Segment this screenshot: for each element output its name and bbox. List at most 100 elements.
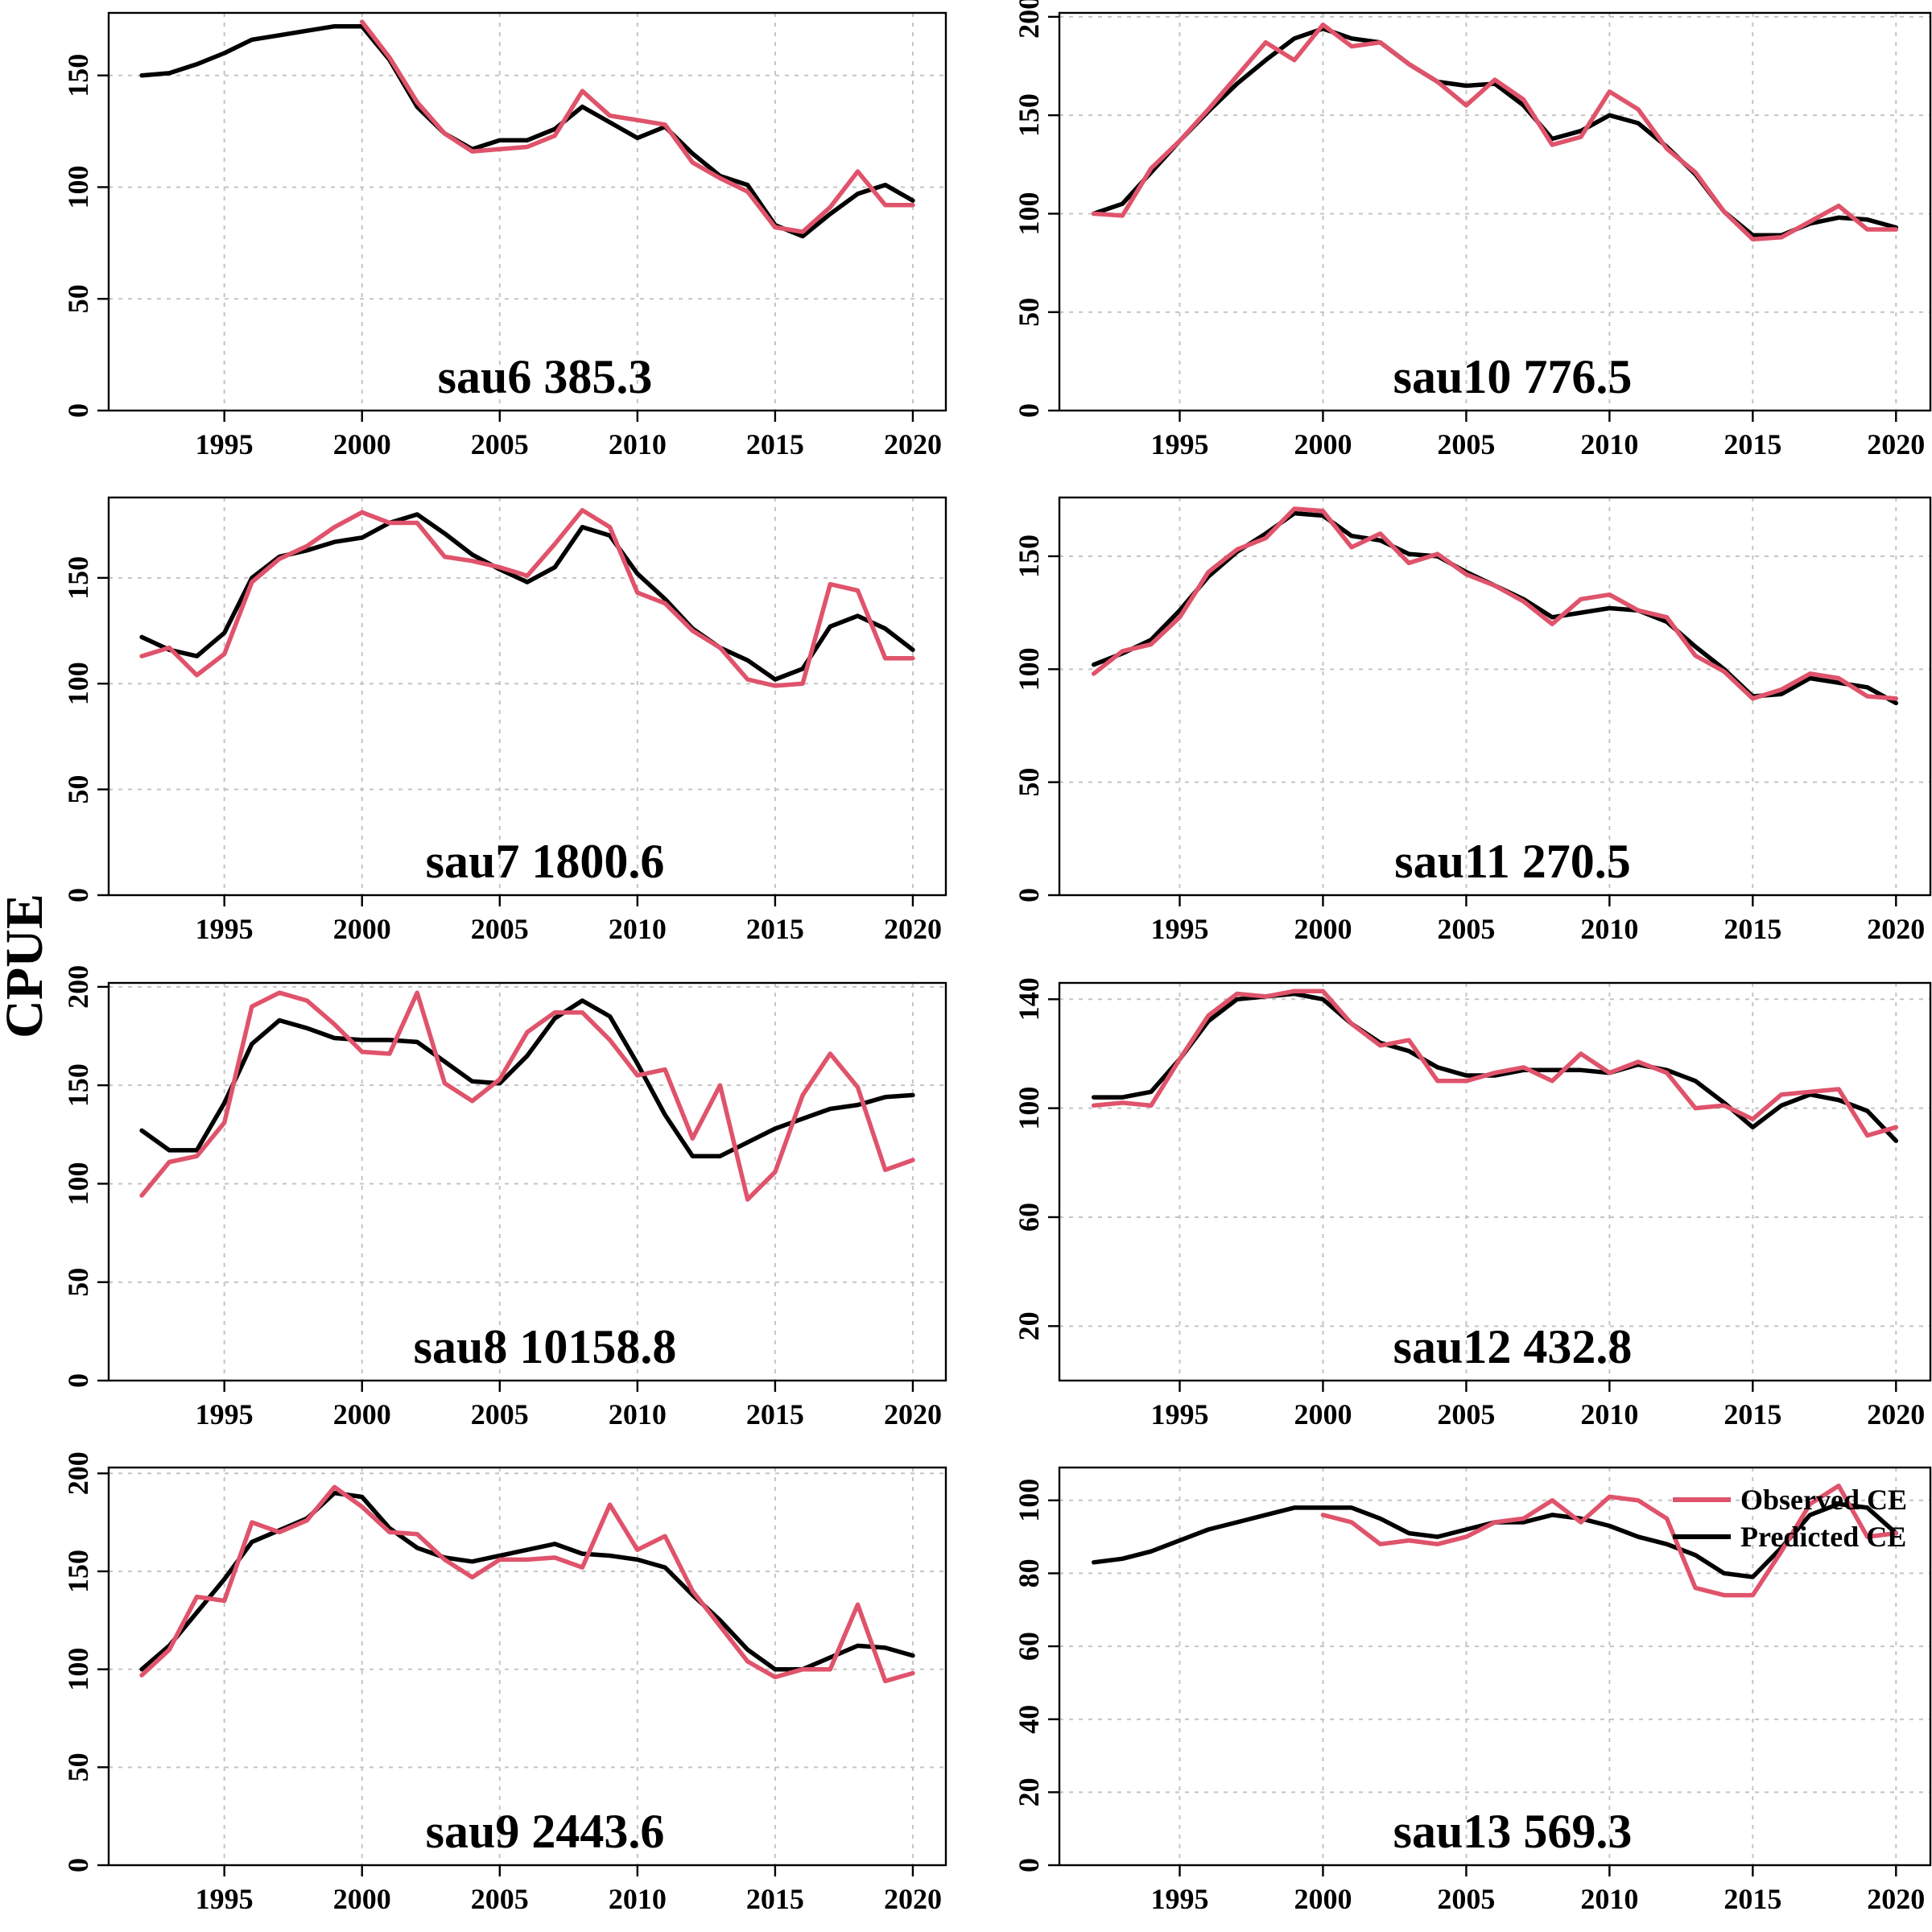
x-tick-label: 2000 xyxy=(1294,428,1352,460)
x-tick-label: 2000 xyxy=(333,913,391,945)
x-tick-label: 1995 xyxy=(1150,913,1208,945)
y-tick-label: 0 xyxy=(62,403,94,418)
y-tick-label: 150 xyxy=(62,54,94,97)
y-tick-label: 100 xyxy=(62,165,94,208)
panel-sau8: 1995 2000 2005 2010 2015 2020 0 50 100 150 200 sau8… xyxy=(62,965,947,1430)
x-tick-label: 2000 xyxy=(1294,1883,1352,1915)
x-tick-label: 2005 xyxy=(471,1883,529,1915)
y-tick-label: 20 xyxy=(1013,1777,1045,1806)
y-tick-label: 100 xyxy=(62,662,94,705)
x-tick-label: 2010 xyxy=(609,1398,667,1430)
panel-sau9: 1995 2000 2005 2010 2015 2020 0 50 100 150 200 sau9… xyxy=(62,1451,947,1915)
y-tick-label: 200 xyxy=(62,1451,94,1495)
x-tick-label: 1995 xyxy=(196,428,254,460)
x-tick-label: 2020 xyxy=(884,1883,942,1915)
y-tick-label: 150 xyxy=(62,1550,94,1593)
x-tick-label: 2005 xyxy=(1437,1398,1495,1430)
panel-label: sau10 776.5 xyxy=(1393,350,1633,403)
x-tick-label: 2020 xyxy=(884,913,942,945)
y-axis: 0 50 100 150 xyxy=(62,54,109,418)
observed-ce-line xyxy=(1091,989,1899,1138)
x-tick-label: 2010 xyxy=(1580,428,1638,460)
legend: Observed CE Predicted CE xyxy=(1673,1484,1907,1553)
y-tick-label: 50 xyxy=(62,775,94,804)
x-tick-label: 2005 xyxy=(471,428,529,460)
panel-sau7: 1995 2000 2005 2010 2015 2020 0 50 100 150 sau7 18… xyxy=(62,496,947,945)
x-tick-label: 2020 xyxy=(884,1398,942,1430)
x-tick-label: 2000 xyxy=(333,1398,391,1430)
x-tick-label: 2015 xyxy=(1724,913,1781,945)
x-axis: 1995 2000 2005 2010 2015 2020 xyxy=(196,411,942,460)
panel-label: sau8 10158.8 xyxy=(414,1320,677,1373)
x-tick-label: 2000 xyxy=(333,428,391,460)
x-axis: 1995 2000 2005 2010 2015 2020 xyxy=(1150,1865,1925,1915)
x-tick-label: 2005 xyxy=(1437,1883,1495,1915)
plot-frame xyxy=(107,11,947,412)
panel-sau12: 1995 2000 2005 2010 2015 20202060100140sau12 … xyxy=(1013,977,1932,1430)
x-axis: 1995 2000 2005 2010 2015 2020 xyxy=(1150,1381,1925,1430)
x-tick-label: 2000 xyxy=(1294,1398,1352,1430)
x-tick-label: 2015 xyxy=(746,428,804,460)
predicted-ce-line xyxy=(1091,26,1899,238)
observed-ce-line xyxy=(1320,1483,1899,1598)
panel-label: sau7 1800.6 xyxy=(426,835,665,888)
y-tick-label: 0 xyxy=(1013,403,1045,418)
x-tick-label: 1995 xyxy=(196,1398,254,1430)
panel-label: sau12 432.8 xyxy=(1393,1320,1633,1373)
y-tick-label: 50 xyxy=(62,284,94,313)
predicted-ce-line xyxy=(139,512,915,682)
y-axis: 0 20 40 60 80 100 xyxy=(1013,1479,1059,1872)
y-tick-label: 150 xyxy=(1013,93,1045,137)
observed-ce-line xyxy=(359,19,915,234)
observed-ce-line xyxy=(1091,506,1899,701)
y-tick-label: 100 xyxy=(62,1162,94,1205)
x-tick-label: 1995 xyxy=(1150,1398,1208,1430)
plot-frame xyxy=(107,1466,947,1867)
predicted-ce-line xyxy=(1091,991,1899,1143)
predicted-ce-line xyxy=(139,998,915,1158)
y-axis: 0 50 100 150 xyxy=(1013,535,1059,902)
x-tick-label: 2015 xyxy=(1724,1883,1781,1915)
plot-frame xyxy=(107,496,947,897)
predicted-ce-line xyxy=(139,1490,915,1672)
y-axis-label: CPUE xyxy=(0,894,54,1038)
observed-ce-line xyxy=(1091,22,1899,242)
y-axis: 0 50 100 150 200 xyxy=(62,965,109,1388)
y-tick-label: 100 xyxy=(1013,647,1045,691)
x-tick-label: 2015 xyxy=(746,913,804,945)
x-tick-label: 2015 xyxy=(1724,428,1781,460)
predicted-ce-line xyxy=(1091,510,1899,706)
y-tick-label: 100 xyxy=(1013,192,1045,235)
x-axis: 1995 2000 2005 2010 2015 2020 xyxy=(1150,411,1925,460)
y-tick-label: 40 xyxy=(1013,1705,1045,1734)
plot-frame xyxy=(107,981,947,1382)
y-tick-label: 50 xyxy=(1013,768,1045,797)
y-tick-label: 50 xyxy=(62,1268,94,1297)
y-tick-label: 100 xyxy=(1013,1479,1045,1522)
y-tick-label: 150 xyxy=(62,556,94,600)
x-axis: 1995 2000 2005 2010 2015 2020 xyxy=(196,895,942,945)
x-tick-label: 1995 xyxy=(196,913,254,945)
legend-label-predicted: Predicted CE xyxy=(1740,1521,1906,1553)
y-axis: 0 50 100 150 200 xyxy=(62,1451,109,1872)
y-tick-label: 80 xyxy=(1013,1558,1045,1587)
x-tick-label: 2015 xyxy=(746,1398,804,1430)
x-tick-label: 2010 xyxy=(1580,1398,1638,1430)
x-tick-label: 2020 xyxy=(1867,428,1925,460)
plot-frame xyxy=(1058,11,1932,412)
y-tick-label: 150 xyxy=(1013,535,1045,578)
y-tick-label: 0 xyxy=(62,1373,94,1388)
x-tick-label: 2005 xyxy=(1437,428,1495,460)
plot-frame xyxy=(1058,1466,1932,1867)
y-tick-label: 50 xyxy=(1013,298,1045,327)
y-tick-label: 0 xyxy=(62,888,94,902)
y-tick-label: 50 xyxy=(62,1752,94,1781)
x-tick-label: 2020 xyxy=(1867,1883,1925,1915)
x-tick-label: 2015 xyxy=(1724,1398,1781,1430)
panel-sau13: 1995 2000 2005 2010 2015 2020 0 20 40 60 80 100 sau1… xyxy=(1013,1466,1932,1915)
x-tick-label: 2005 xyxy=(1437,913,1495,945)
x-tick-label: 2010 xyxy=(609,1883,667,1915)
legend-label-observed: Observed CE xyxy=(1740,1484,1907,1516)
y-tick-label: 20 xyxy=(1013,1311,1045,1340)
x-axis: 1995 2000 2005 2010 2015 2020 xyxy=(1150,895,1925,945)
